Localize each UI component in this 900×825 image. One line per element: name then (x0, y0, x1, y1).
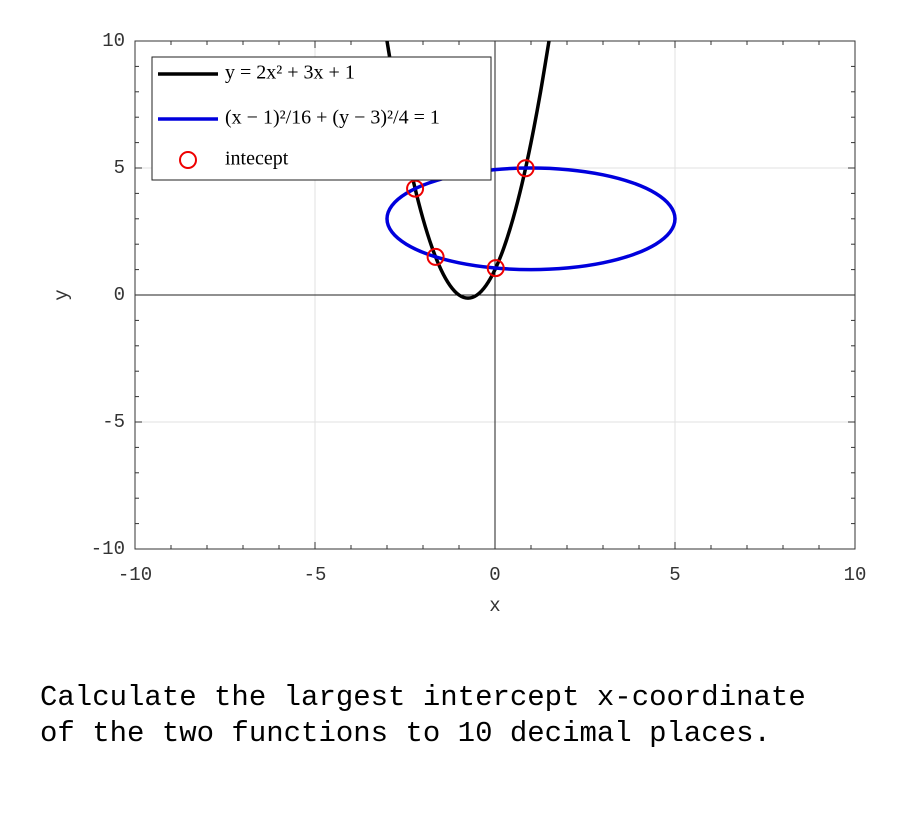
plot-frame (134, 40, 856, 550)
x-tick-label: 5 (669, 564, 680, 586)
x-tick-label: 0 (489, 564, 500, 586)
question: Calculate the largest intercept x-coordi… (40, 681, 806, 750)
y-tick-label: -10 (91, 538, 125, 560)
x-tick-label: -5 (304, 564, 327, 586)
legend-label: y = 2x² + 3x + 1 (225, 62, 355, 84)
y-axis-label: y (51, 289, 73, 300)
intercept-marker (486, 259, 505, 278)
y-tick-label: 5 (114, 157, 125, 179)
legend-marker (179, 151, 197, 169)
intercept-marker (426, 247, 445, 266)
curve (385, 166, 677, 272)
intercept-marker (406, 179, 425, 198)
x-tick-label: 10 (844, 564, 867, 586)
x-axis-label: x (489, 595, 500, 617)
intercept-marker (516, 159, 535, 178)
y-tick-label: -5 (102, 411, 125, 433)
y-tick-label: 0 (114, 284, 125, 306)
y-tick-label: 10 (102, 30, 125, 52)
x-tick-label: -10 (118, 564, 152, 586)
legend-label: (x − 1)²/16 + (y − 3)²/4 = 1 (225, 107, 440, 129)
curve (385, 41, 551, 300)
legend-label: intecept (225, 148, 289, 170)
chart: x y -10 -5 0 5 10 -10 -5 0 5 10 y = 2x² + 3x + 1 (x… (51, 30, 867, 617)
